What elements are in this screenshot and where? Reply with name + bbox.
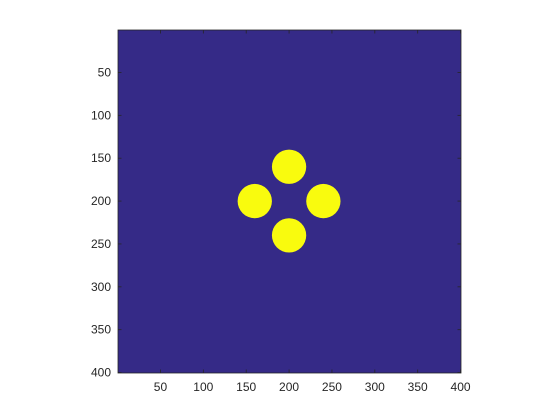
x-tick-label: 100 <box>193 380 213 394</box>
x-tick-label: 250 <box>322 380 342 394</box>
y-axis: 50 100 150 200 250 300 350 400 <box>91 65 461 380</box>
region-disk-2 <box>237 183 272 219</box>
x-tick-label: 400 <box>451 380 471 394</box>
y-tick-label: 100 <box>91 108 111 122</box>
axes-frame <box>117 29 462 374</box>
y-tick-label: 200 <box>91 194 111 208</box>
x-tick-label: 300 <box>365 380 385 394</box>
y-tick-label: 50 <box>98 65 112 79</box>
x-tick-label: 200 <box>279 380 299 394</box>
x-tick-label: 50 <box>154 380 168 394</box>
y-tick-label: 350 <box>91 323 111 337</box>
x-tick-label: 350 <box>408 380 428 394</box>
image-plot: 50 100 150 200 250 300 350 400 50 100 150 200 250 30… <box>91 29 471 394</box>
region-disk-3 <box>306 183 341 219</box>
regions-group <box>237 149 341 253</box>
image-background <box>118 30 461 373</box>
region-disk-4 <box>271 218 307 253</box>
x-tick-label: 150 <box>236 380 256 394</box>
y-tick-label: 150 <box>91 151 111 165</box>
y-tick-label: 250 <box>91 237 111 251</box>
x-axis: 50 100 150 200 250 300 350 400 <box>154 30 471 394</box>
y-tick-label: 400 <box>91 366 111 380</box>
region-disk-1 <box>271 149 307 184</box>
y-tick-label: 300 <box>91 280 111 294</box>
